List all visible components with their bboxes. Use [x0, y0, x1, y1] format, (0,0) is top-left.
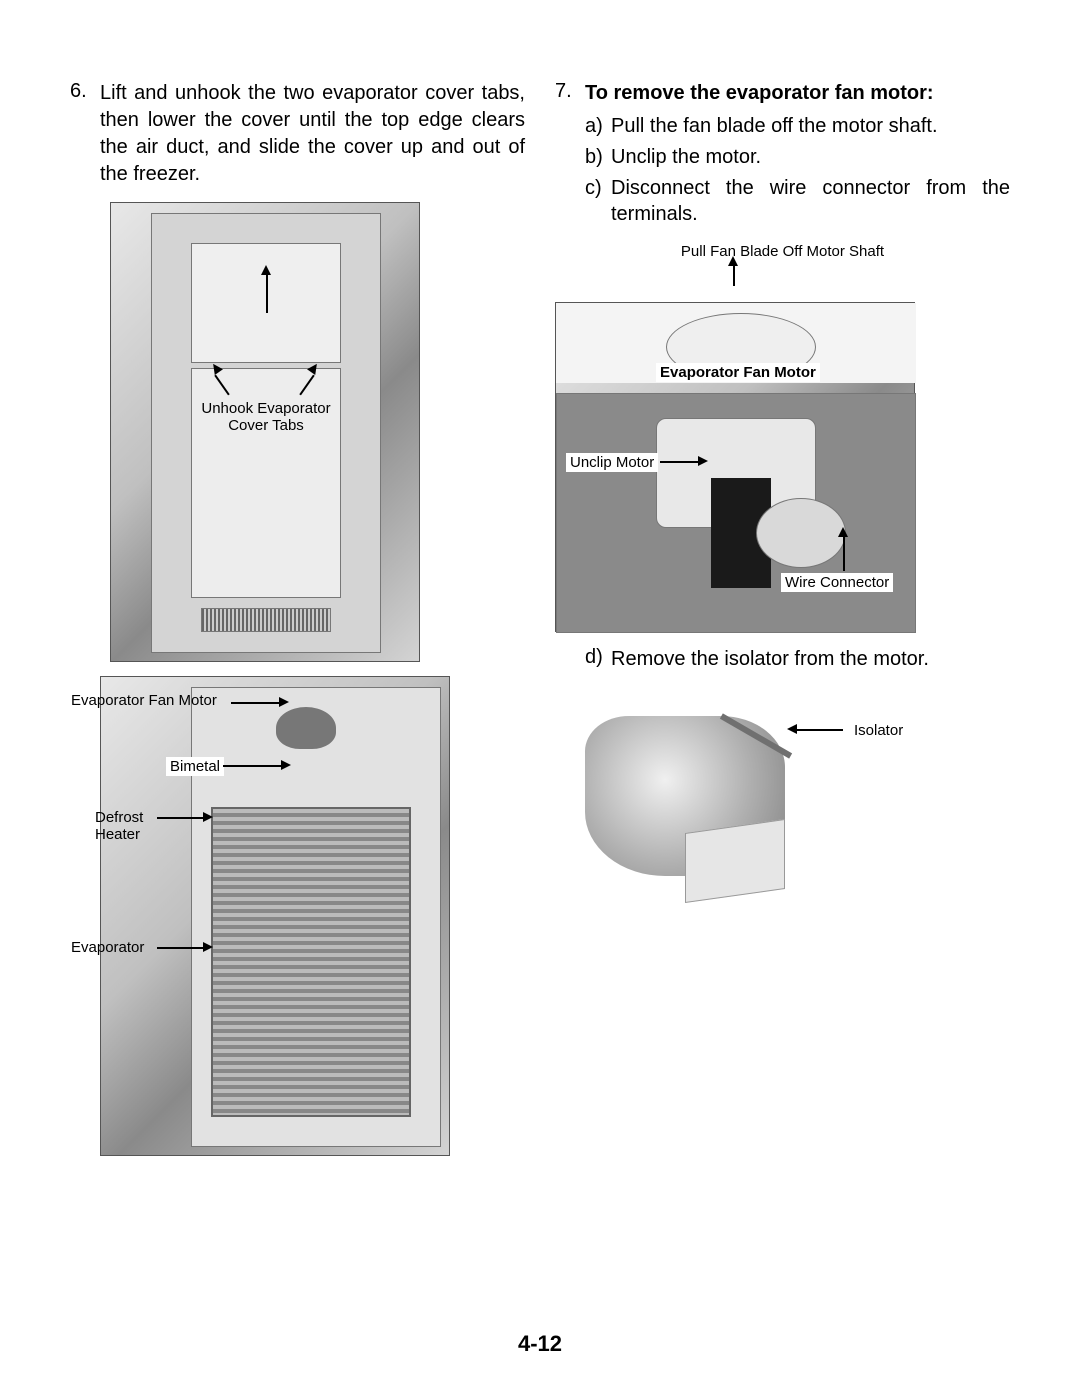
- step-6-text: Lift and unhook the two evaporator cover…: [100, 80, 525, 188]
- right-column: 7. To remove the evaporator fan motor: a…: [555, 80, 1010, 1170]
- label-evap-fan-motor-fig2: Evaporator Fan Motor: [71, 692, 217, 709]
- step-7d-letter: d): [585, 646, 611, 672]
- label-bimetal: Bimetal: [166, 757, 224, 776]
- figure-motor-isolator: Isolator: [555, 686, 915, 956]
- label-evaporator: Evaporator: [71, 939, 144, 956]
- two-column-layout: 6. Lift and unhook the two evaporator co…: [70, 80, 1010, 1170]
- label-evap-fan-motor-fig3: Evaporator Fan Motor: [656, 363, 820, 382]
- label-unclip-motor: Unclip Motor: [566, 453, 658, 472]
- callout-line1: Unhook Evaporator: [200, 400, 332, 417]
- callout-unhook-evap-tabs: Unhook Evaporator Cover Tabs: [196, 399, 336, 435]
- step-6-number: 6.: [70, 80, 100, 188]
- step-7: 7. To remove the evaporator fan motor: a…: [555, 80, 1010, 231]
- step-7-body: To remove the evaporator fan motor: a) P…: [585, 80, 1010, 231]
- step-7d: d) Remove the isolator from the motor.: [555, 646, 1010, 672]
- left-column: 6. Lift and unhook the two evaporator co…: [70, 80, 525, 1170]
- figure-evaporator-cover: Unhook Evaporator Cover Tabs: [110, 202, 420, 662]
- step-7-lead: To remove the evaporator fan motor:: [585, 82, 934, 104]
- label-defrost: Defrost: [95, 809, 143, 826]
- step-7d-text: Remove the isolator from the motor.: [611, 646, 1010, 672]
- step-7a-letter: a): [585, 113, 611, 140]
- label-defrost-heater: Defrost Heater: [95, 809, 143, 843]
- step-7b-text: Unclip the motor.: [611, 144, 1010, 171]
- step-7c-letter: c): [585, 175, 611, 227]
- step-7b-letter: b): [585, 144, 611, 171]
- figure-fan-motor-closeup: Evaporator Fan Motor Unclip Motor Wire C…: [555, 302, 915, 632]
- step-6: 6. Lift and unhook the two evaporator co…: [70, 80, 525, 188]
- label-heater: Heater: [95, 826, 143, 843]
- step-7c-text: Disconnect the wire connector from the t…: [611, 175, 1010, 227]
- step-7-number: 7.: [555, 80, 585, 231]
- fig3-top-caption: Pull Fan Blade Off Motor Shaft: [555, 243, 1010, 260]
- label-wire-connector: Wire Connector: [781, 573, 893, 592]
- label-isolator: Isolator: [850, 721, 907, 740]
- page-number: 4-12: [518, 1331, 562, 1357]
- callout-line2: Cover Tabs: [200, 417, 332, 434]
- step-7a-text: Pull the fan blade off the motor shaft.: [611, 113, 1010, 140]
- figure-evaporator-assembly: Evaporator Fan Motor Bimetal Defrost Hea…: [100, 676, 450, 1156]
